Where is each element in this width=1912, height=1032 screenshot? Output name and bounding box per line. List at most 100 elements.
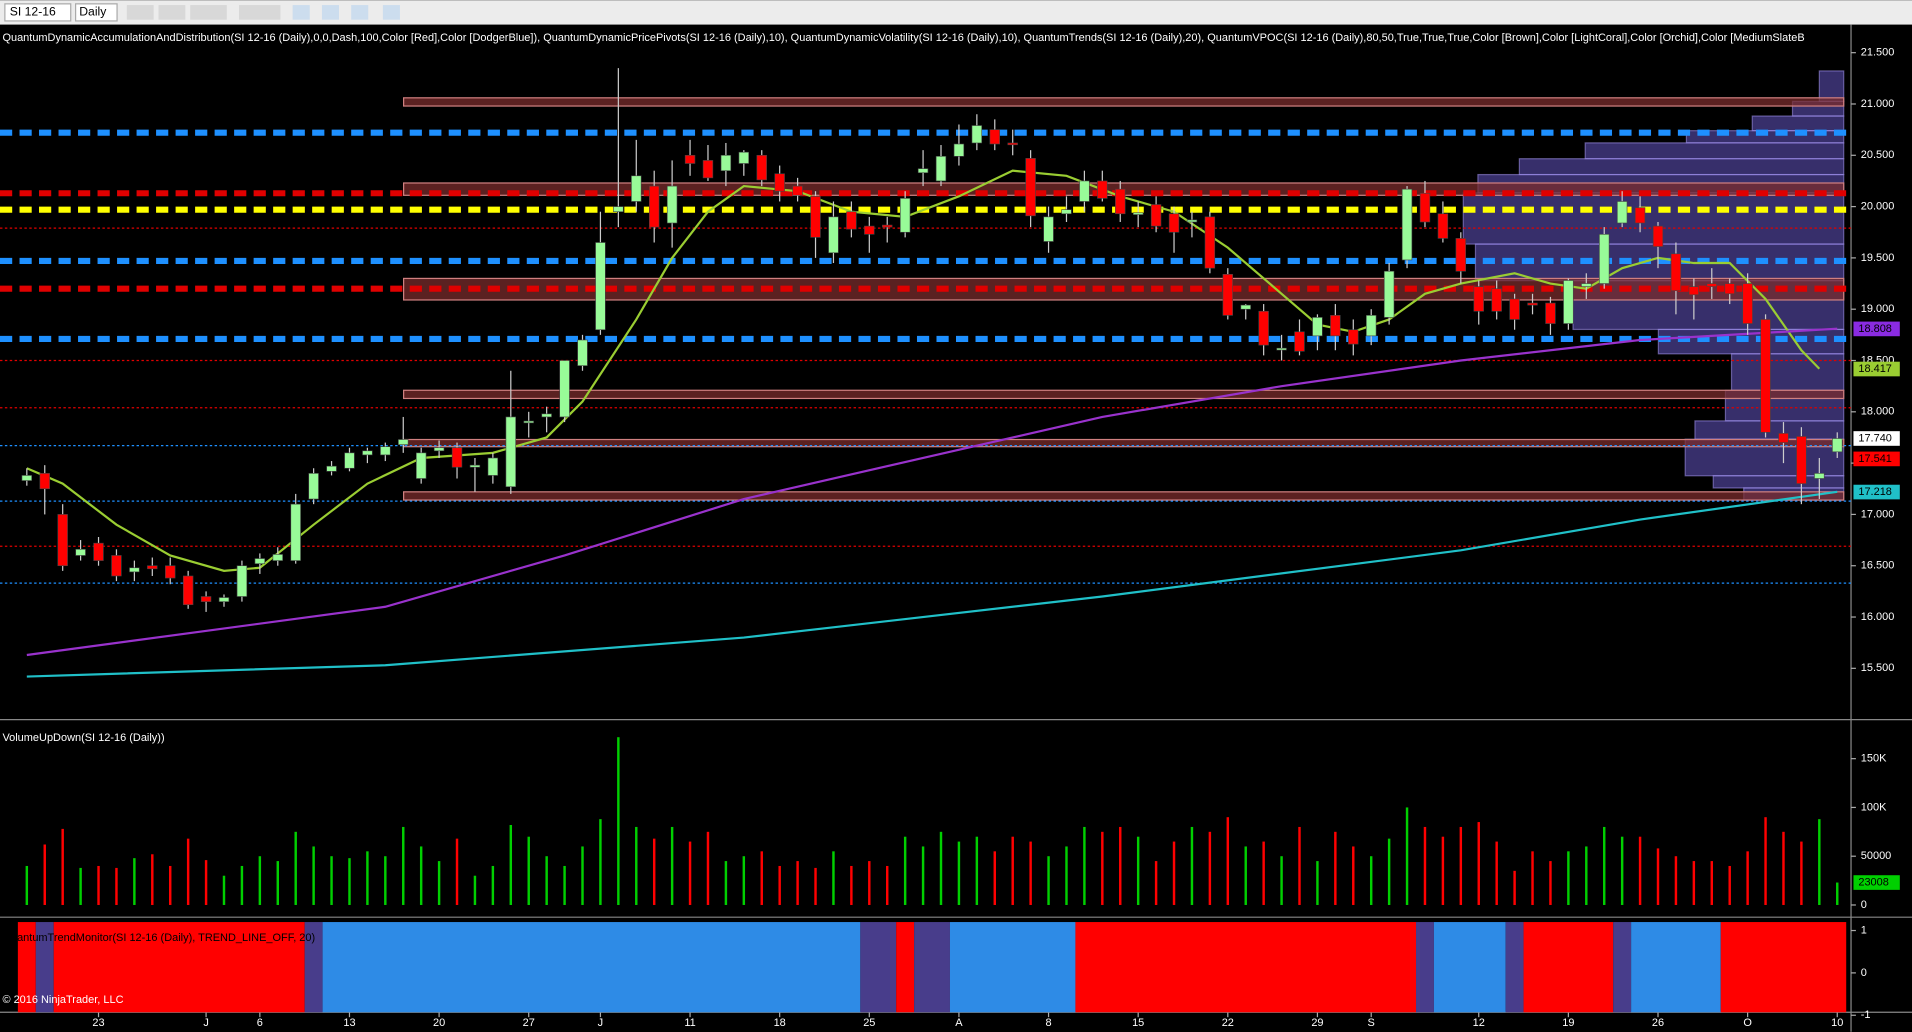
- candle-body: [75, 549, 86, 556]
- candle-body: [1634, 207, 1646, 224]
- x-tick-label: 13: [343, 1017, 355, 1029]
- tool-button[interactable]: [292, 5, 310, 20]
- volume-bar: [419, 846, 423, 905]
- volume-bar: [724, 861, 728, 905]
- average-line: [26, 490, 1838, 678]
- candle-body: [1473, 286, 1484, 312]
- candle-body: [1401, 188, 1413, 261]
- x-tick-label: 11: [684, 1017, 695, 1029]
- volume-bar: [509, 824, 513, 905]
- candle-body: [1168, 213, 1180, 233]
- candle-body: [451, 447, 463, 468]
- trend-tick-label: 0: [1861, 967, 1867, 979]
- volume-bar: [903, 836, 907, 905]
- average-line: [26, 327, 1838, 657]
- candle-body: [541, 413, 552, 418]
- candle-body: [864, 225, 875, 235]
- candle-body: [308, 473, 319, 500]
- tool-button[interactable]: [321, 5, 339, 20]
- profile-row: [1518, 158, 1845, 176]
- zone: [403, 389, 1845, 400]
- candle-body: [1132, 212, 1144, 215]
- volume-bar: [222, 875, 226, 905]
- volume-bar: [1316, 861, 1319, 905]
- volume-bar: [1083, 826, 1086, 905]
- volume-bar: [670, 826, 674, 905]
- volume-bar: [635, 826, 638, 905]
- trend-segment: [860, 922, 897, 1013]
- symbol[interactable]: SI 12-16: [10, 5, 56, 19]
- candle-body: [1563, 280, 1574, 324]
- trend-title: QuantumTrendMonitor(SI 12-16 (Daily), TR…: [2, 932, 315, 944]
- volume-bar: [742, 856, 746, 905]
- profile-row: [1818, 70, 1845, 103]
- candle-body: [1330, 315, 1341, 337]
- candle-body: [1366, 315, 1377, 337]
- zone: [403, 97, 1845, 107]
- tool-button[interactable]: [190, 5, 227, 20]
- volume-bar: [240, 865, 244, 905]
- volume-bar: [1782, 831, 1785, 905]
- candle-body: [1258, 310, 1269, 346]
- x-tick-label: A: [955, 1017, 963, 1029]
- volume-bar: [1531, 851, 1534, 905]
- candle-body: [1061, 209, 1072, 215]
- volume-bar: [1638, 836, 1642, 905]
- candle-body: [1616, 201, 1628, 224]
- volume-bar: [1423, 826, 1427, 905]
- volume-bar: [1728, 865, 1731, 905]
- candle-body: [469, 464, 481, 468]
- volume-bar: [366, 851, 369, 905]
- volume-tick-label: 100K: [1861, 801, 1887, 813]
- profile-row: [1584, 142, 1845, 160]
- period[interactable]: Daily: [79, 5, 107, 19]
- volume-tick-label: 50000: [1861, 850, 1892, 862]
- volume-bar: [1585, 846, 1588, 905]
- candle-body: [810, 196, 821, 238]
- candle-body: [1670, 253, 1682, 292]
- volume-bar: [1262, 841, 1265, 905]
- trend-segment: [1075, 922, 1417, 1013]
- candle-body: [1491, 288, 1502, 312]
- volume-bar: [939, 831, 943, 905]
- candle-body: [1760, 319, 1771, 433]
- volume-bar: [814, 867, 817, 905]
- tool-button[interactable]: [351, 5, 369, 20]
- candle-body: [1778, 433, 1789, 443]
- candle-body: [1724, 283, 1735, 295]
- x-tick-label: 19: [1562, 1017, 1574, 1029]
- volume-bar: [1029, 841, 1032, 905]
- candle-body: [1025, 158, 1036, 217]
- volume-bar: [1710, 861, 1713, 905]
- candle-body: [720, 154, 732, 171]
- volume-bar: [1172, 841, 1176, 905]
- price-label-bg: [1853, 361, 1900, 377]
- period-select[interactable]: [74, 3, 118, 22]
- volume-bar: [1334, 831, 1337, 905]
- candle-body: [792, 185, 803, 196]
- candle-body: [380, 446, 391, 456]
- trend-segment: [1416, 922, 1434, 1013]
- trend-tick-label: 1: [1861, 924, 1867, 936]
- volume-bar: [473, 875, 477, 905]
- tool-button[interactable]: [239, 5, 281, 20]
- candle-body: [1115, 188, 1126, 215]
- volume-bar: [258, 856, 262, 905]
- price-label: 18.808: [1858, 323, 1892, 335]
- candle-body: [649, 185, 660, 228]
- price-label: 18.417: [1858, 363, 1892, 375]
- symbol-select[interactable]: [4, 3, 72, 22]
- volume-bar: [1101, 831, 1104, 905]
- tool-button[interactable]: [158, 5, 186, 20]
- x-tick-label: 8: [1045, 1017, 1051, 1029]
- volume-bar: [1549, 861, 1552, 905]
- candle-body: [21, 475, 33, 481]
- tool-button[interactable]: [126, 5, 154, 20]
- price-label-bg: [1853, 321, 1900, 337]
- volume-bar: [348, 858, 351, 905]
- tool-button[interactable]: [382, 5, 400, 20]
- volume-bar: [850, 865, 853, 905]
- volume-bar: [1459, 826, 1463, 905]
- candle-body: [415, 452, 427, 479]
